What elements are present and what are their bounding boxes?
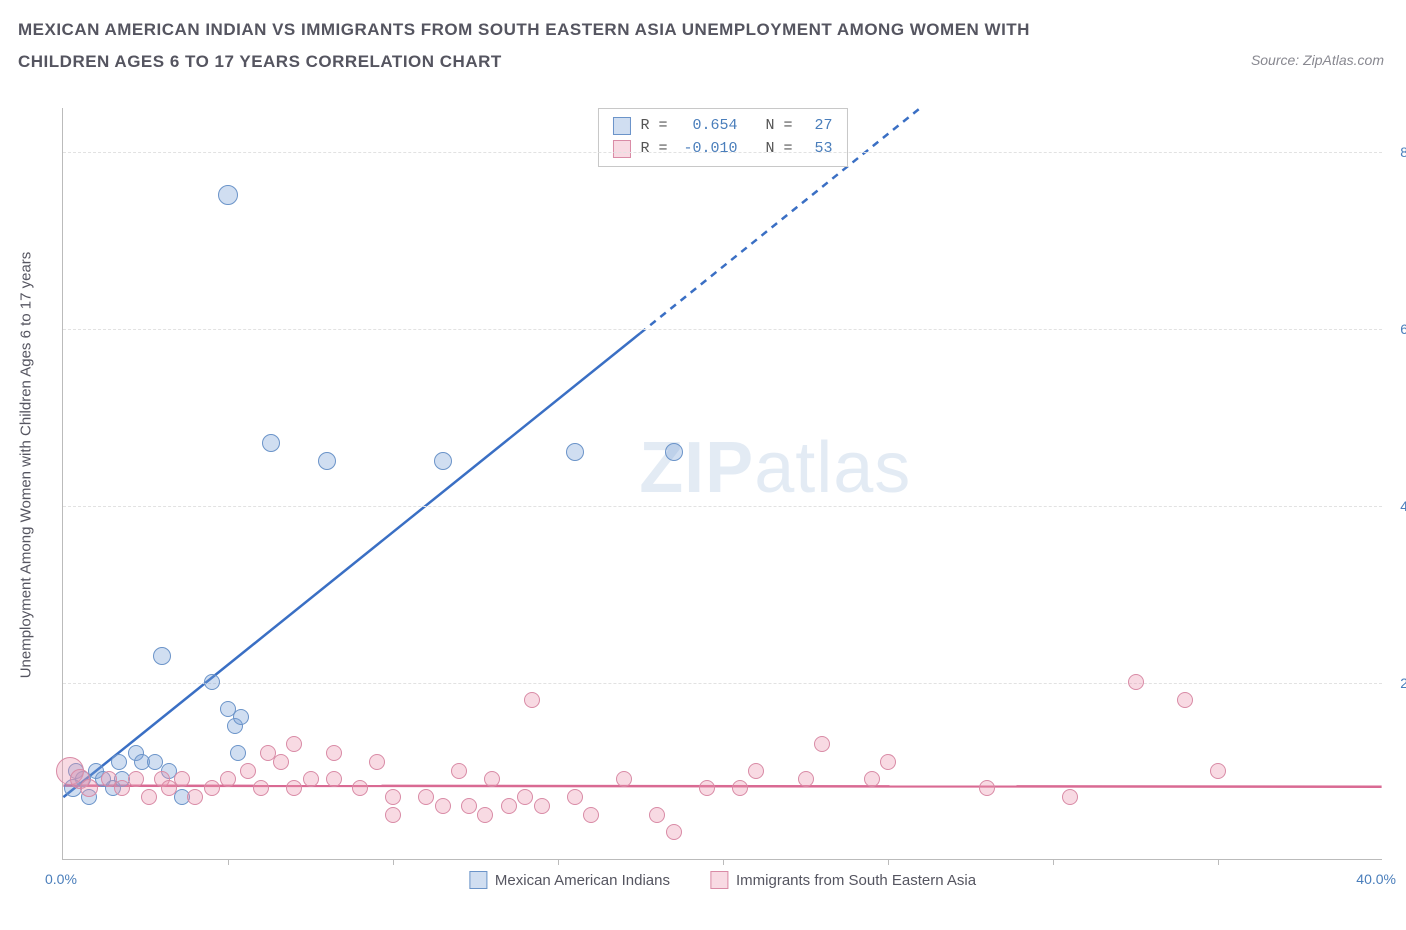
data-point: [451, 763, 467, 779]
data-point: [1210, 763, 1226, 779]
x-tick-mark: [1218, 859, 1219, 865]
data-point: [567, 789, 583, 805]
data-point: [732, 780, 748, 796]
legend-swatch: [469, 871, 487, 889]
x-tick-mark: [228, 859, 229, 865]
chart-title: MEXICAN AMERICAN INDIAN VS IMMIGRANTS FR…: [18, 14, 1118, 79]
data-point: [385, 789, 401, 805]
x-axis-min-label: 0.0%: [45, 871, 77, 887]
data-point: [218, 185, 238, 205]
data-point: [230, 745, 246, 761]
n-label: N =: [748, 138, 793, 161]
data-point: [187, 789, 203, 805]
data-point: [583, 807, 599, 823]
data-point: [748, 763, 764, 779]
data-point: [385, 807, 401, 823]
data-point: [524, 692, 540, 708]
r-label: R =: [640, 138, 667, 161]
data-point: [1177, 692, 1193, 708]
x-tick-mark: [723, 859, 724, 865]
data-point: [649, 807, 665, 823]
n-label: N =: [748, 115, 793, 138]
data-point: [369, 754, 385, 770]
legend-row: R = -0.010 N = 53: [612, 138, 832, 161]
data-point: [517, 789, 533, 805]
series-legend: Mexican American Indians Immigrants from …: [469, 871, 976, 889]
data-point: [286, 780, 302, 796]
data-point: [484, 771, 500, 787]
data-point: [204, 780, 220, 796]
data-point: [80, 779, 98, 797]
data-point: [240, 763, 256, 779]
data-point: [566, 443, 584, 461]
legend-label: Mexican American Indians: [495, 872, 670, 889]
data-point: [666, 824, 682, 840]
data-point: [461, 798, 477, 814]
data-point: [233, 709, 249, 725]
data-point: [262, 434, 280, 452]
data-point: [477, 807, 493, 823]
watermark: ZIPatlas: [639, 427, 911, 509]
y-axis-label: Unemployment Among Women with Children A…: [18, 252, 35, 679]
data-point: [699, 780, 715, 796]
data-point: [1128, 674, 1144, 690]
data-point: [814, 736, 830, 752]
data-point: [418, 789, 434, 805]
x-tick-mark: [558, 859, 559, 865]
data-point: [665, 443, 683, 461]
data-point: [864, 771, 880, 787]
data-point: [111, 754, 127, 770]
legend-swatch: [710, 871, 728, 889]
legend-label: Immigrants from South Eastern Asia: [736, 872, 976, 889]
data-point: [434, 452, 452, 470]
data-point: [616, 771, 632, 787]
data-point: [326, 745, 342, 761]
y-tick-label: 60.0%: [1390, 321, 1406, 337]
x-tick-mark: [1053, 859, 1054, 865]
data-point: [435, 798, 451, 814]
data-point: [253, 780, 269, 796]
n-value: 53: [803, 138, 833, 161]
data-point: [273, 754, 289, 770]
data-point: [303, 771, 319, 787]
y-tick-label: 40.0%: [1390, 498, 1406, 514]
source-label: Source: ZipAtlas.com: [1251, 52, 1384, 68]
y-tick-label: 20.0%: [1390, 675, 1406, 691]
legend-row: R = 0.654 N = 27: [612, 115, 832, 138]
legend-item: Mexican American Indians: [469, 871, 670, 889]
data-point: [174, 771, 190, 787]
data-point: [880, 754, 896, 770]
x-axis-max-label: 40.0%: [1356, 871, 1396, 887]
gridline: [63, 506, 1382, 507]
data-point: [141, 789, 157, 805]
data-point: [798, 771, 814, 787]
r-label: R =: [640, 115, 667, 138]
data-point: [318, 452, 336, 470]
r-value: -0.010: [678, 138, 738, 161]
stats-legend: R = 0.654 N = 27 R = -0.010 N = 53: [597, 108, 847, 167]
x-tick-mark: [393, 859, 394, 865]
data-point: [204, 674, 220, 690]
data-point: [352, 780, 368, 796]
r-value: 0.654: [678, 115, 738, 138]
data-point: [501, 798, 517, 814]
data-point: [979, 780, 995, 796]
gridline: [63, 329, 1382, 330]
data-point: [128, 771, 144, 787]
data-point: [1062, 789, 1078, 805]
legend-item: Immigrants from South Eastern Asia: [710, 871, 976, 889]
data-point: [286, 736, 302, 752]
gridline: [63, 152, 1382, 153]
y-tick-label: 80.0%: [1390, 144, 1406, 160]
gridline: [63, 683, 1382, 684]
data-point: [326, 771, 342, 787]
x-tick-mark: [888, 859, 889, 865]
legend-swatch: [612, 140, 630, 158]
data-point: [534, 798, 550, 814]
data-point: [220, 771, 236, 787]
legend-swatch: [612, 117, 630, 135]
data-point: [153, 647, 171, 665]
n-value: 27: [803, 115, 833, 138]
plot-area: ZIPatlas R =0.654 N =27R =-0.010 N =53 M…: [62, 108, 1382, 860]
